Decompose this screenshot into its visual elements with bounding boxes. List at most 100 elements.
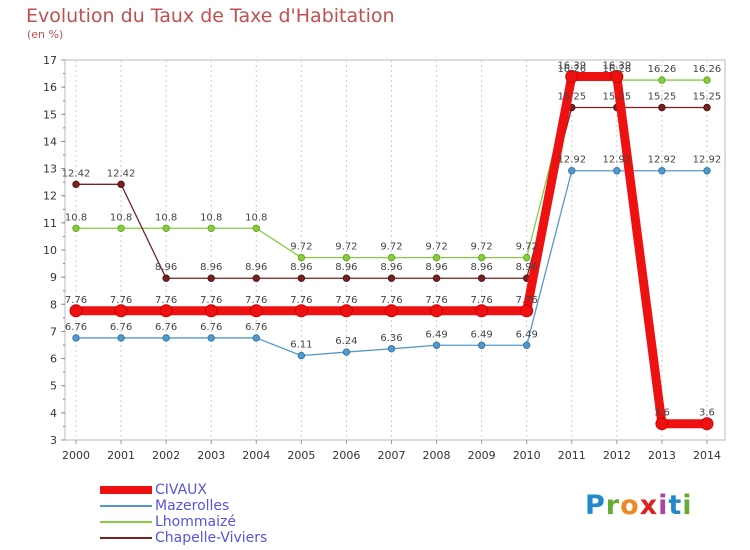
y-tick-label: 15: [43, 108, 57, 121]
data-point: [477, 253, 486, 262]
data-label: 6.24: [335, 336, 357, 347]
data-point: [523, 341, 531, 349]
data-label: 7.76: [65, 295, 87, 306]
data-label: 12.92: [648, 155, 677, 166]
data-point: [475, 304, 489, 318]
data-point: [477, 274, 486, 282]
data-label: 6.76: [245, 322, 267, 333]
legend-label: Lhommaizé: [155, 514, 236, 530]
y-tick-label: 3: [50, 434, 57, 447]
data-point: [117, 224, 125, 232]
data-label: 15.25: [603, 92, 632, 103]
data-point: [297, 351, 306, 360]
data-label: 15.25: [557, 92, 586, 103]
data-point: [297, 253, 306, 262]
data-label: 12.42: [62, 168, 91, 179]
y-tick-label: 17: [43, 54, 57, 67]
data-label: 8.96: [290, 262, 312, 273]
data-point: [162, 334, 170, 342]
data-label: 12.92: [693, 155, 722, 166]
x-tick-label: 2005: [287, 449, 315, 462]
data-label: 6.76: [65, 322, 87, 333]
y-tick-label: 4: [50, 407, 57, 420]
data-point: [117, 180, 125, 189]
logo-letter: x: [639, 490, 659, 521]
x-tick-label: 2006: [332, 449, 360, 462]
data-point: [72, 224, 80, 232]
data-label: 7.76: [425, 295, 447, 306]
data-label: 7.76: [470, 295, 492, 306]
data-label: 7.76: [380, 295, 402, 306]
data-label: 6.49: [516, 329, 538, 340]
data-label: 10.8: [155, 212, 177, 223]
data-point: [207, 274, 215, 282]
data-point: [204, 304, 218, 318]
data-label: 8.96: [245, 262, 267, 273]
data-point: [387, 345, 396, 353]
x-tick-label: 2010: [513, 449, 541, 462]
data-point: [252, 224, 260, 232]
legend-label: Chapelle-Viviers: [155, 530, 268, 546]
legend-swatch: [100, 505, 152, 507]
data-point: [72, 334, 80, 342]
y-tick-label: 6: [50, 353, 57, 366]
data-label: 9.72: [516, 242, 538, 253]
data-label: 6.76: [155, 322, 177, 333]
data-label: 15.25: [693, 92, 722, 103]
x-tick-label: 2013: [648, 449, 676, 462]
data-label: 9.72: [470, 242, 492, 253]
data-point: [523, 253, 531, 262]
data-point: [565, 70, 579, 84]
data-point: [159, 304, 173, 318]
logo-letter: t: [668, 490, 683, 521]
data-point: [703, 103, 711, 112]
data-point: [384, 304, 398, 318]
data-label: 8.96: [335, 262, 357, 273]
data-label: 7.76: [516, 295, 538, 306]
data-point: [114, 304, 128, 318]
y-tick-label: 13: [43, 163, 57, 176]
data-label: 16.39: [557, 61, 586, 72]
data-point: [387, 274, 396, 282]
data-point: [477, 341, 486, 349]
data-point: [252, 274, 260, 282]
logo-letter: i: [658, 490, 669, 521]
logo-letter: o: [620, 490, 640, 521]
data-point: [252, 334, 260, 342]
data-label: 8.96: [380, 262, 402, 273]
data-point: [610, 70, 624, 84]
data-label: 16.26: [603, 64, 632, 75]
data-point: [249, 304, 263, 318]
x-tick-label: 2011: [558, 449, 586, 462]
series-line-chapelle-viviers: [75, 106, 708, 279]
data-point: [655, 417, 669, 431]
logo-letter: P: [585, 490, 606, 521]
data-point: [207, 334, 215, 342]
data-label: 12.42: [107, 168, 136, 179]
data-point: [342, 253, 351, 262]
data-point: [703, 76, 711, 84]
data-label: 16.39: [603, 61, 632, 72]
data-label: 16.26: [693, 64, 722, 75]
data-point: [387, 253, 396, 262]
data-label: 8.96: [200, 262, 222, 273]
data-label: 7.76: [110, 295, 132, 306]
data-point: [430, 304, 444, 318]
data-label: 7.76: [200, 295, 222, 306]
data-point: [297, 274, 306, 282]
logo-letter: r: [605, 490, 621, 521]
data-point: [162, 224, 170, 232]
legend-label: Mazerolles: [155, 498, 230, 514]
data-point: [658, 76, 666, 84]
data-point: [432, 274, 441, 282]
data-point: [342, 348, 351, 356]
x-tick-label: 2001: [107, 449, 135, 462]
data-label: 9.72: [290, 242, 312, 253]
y-axis-unit: (en %): [27, 28, 64, 41]
y-tick-label: 10: [43, 244, 57, 257]
y-tick-label: 12: [43, 190, 57, 203]
x-tick-label: 2009: [468, 449, 496, 462]
data-point: [700, 417, 714, 431]
x-tick-label: 2008: [423, 449, 451, 462]
